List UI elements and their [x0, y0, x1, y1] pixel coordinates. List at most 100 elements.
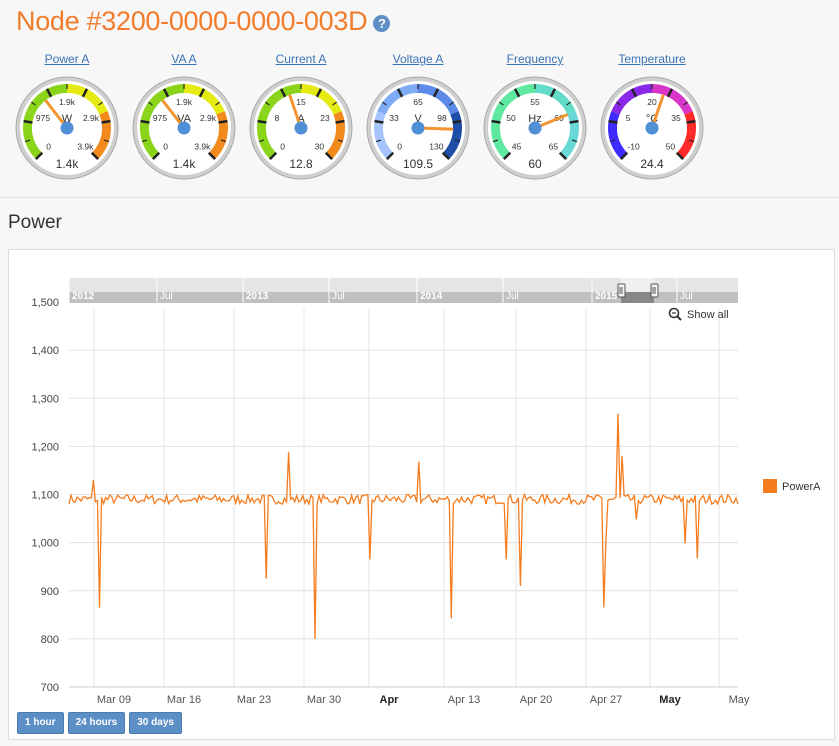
y-tick-label: 1,400	[31, 345, 59, 357]
x-tick-label: Mar 09	[97, 694, 131, 706]
gauge-4: Frequency4550556065Hz60	[483, 52, 587, 187]
gauge-tick-label: 3.9k	[194, 141, 211, 151]
gauge-tick-label: 50	[666, 141, 676, 151]
y-tick-label: 1,000	[31, 538, 59, 550]
gauge-tick-label: 975	[36, 113, 50, 123]
gauge-link[interactable]: Power A	[44, 52, 90, 66]
navigator-label: 2013	[246, 291, 269, 302]
gauge-hub	[294, 121, 308, 135]
gauge-value: 109.5	[403, 157, 433, 171]
gauge-link[interactable]: VA A	[171, 52, 197, 66]
navigator-label: Jul	[160, 291, 173, 302]
x-tick-label: Mar 30	[307, 694, 341, 706]
navigator-label: 2012	[72, 291, 95, 302]
gauge-link[interactable]: Current A	[275, 52, 327, 66]
x-tick-label: Apr 27	[590, 694, 622, 706]
gauge-dial: 0 33 65 98 130 V 109.5	[366, 76, 470, 180]
gauge-hub	[528, 121, 542, 135]
gauge-value: 60	[528, 157, 542, 171]
gauge-tick-label: 30	[315, 141, 325, 151]
gauge-link[interactable]: Voltage A	[392, 52, 444, 66]
gauge-band	[91, 111, 112, 160]
gauge-tick-label: 23	[320, 113, 330, 123]
gauge-band	[676, 111, 696, 160]
y-tick-label: 1,200	[31, 441, 59, 453]
gauge-band	[22, 111, 43, 160]
node-title: Node #3200-0000-0000-003D ?	[16, 6, 391, 37]
range-button-30-days[interactable]: 30 days	[129, 712, 182, 734]
gauge-band	[208, 111, 228, 160]
gauge-band	[301, 84, 342, 115]
gauge-band	[652, 84, 693, 115]
gauge-unit: W	[62, 113, 73, 125]
gauge-band	[559, 111, 579, 160]
gauge-band	[260, 84, 301, 115]
gauge-tick-label: 65	[413, 97, 423, 107]
time-range-buttons: 1 hour 24 hours 30 days	[17, 712, 182, 734]
gauge-band	[611, 84, 652, 115]
gauge-link[interactable]: Temperature	[618, 52, 686, 66]
navigator-label: 2014	[420, 291, 443, 302]
gauge-band	[26, 84, 67, 115]
gauge-hub	[177, 121, 191, 135]
power-chart[interactable]: 1,500 1,400 1,300 1,200 1,100 1,000 900 800 700 M…	[9, 250, 834, 739]
gauge-link[interactable]: Frequency	[506, 52, 564, 66]
gauge-tick-label: 2.9k	[200, 113, 217, 123]
navigator-label: 2015	[595, 291, 618, 302]
x-tick-label: May	[729, 694, 750, 706]
reset-zoom-button[interactable]: Show all	[668, 307, 729, 322]
gauge-unit: A	[297, 113, 305, 125]
gauge-tick-label: 1.9k	[59, 97, 76, 107]
gauge-tick-label: 0	[397, 141, 402, 151]
gauge-tick-label: 98	[437, 113, 447, 123]
power-chart-panel: 1,500 1,400 1,300 1,200 1,100 1,000 900 800 700 M…	[8, 249, 835, 740]
gauge-tick-label: 0	[163, 141, 168, 151]
help-icon[interactable]: ?	[373, 15, 391, 32]
gauge-band	[494, 84, 535, 115]
gauge-value: 24.4	[640, 157, 664, 171]
gauge-unit: V	[414, 113, 422, 125]
gauge-band	[608, 111, 628, 160]
section-title: Power	[8, 212, 62, 233]
y-tick-label: 900	[41, 586, 59, 598]
gauge-2: Current A 0 8 15 23 30 A 12.8	[249, 52, 353, 187]
y-tick-label: 1,300	[31, 393, 59, 405]
gauge-tick-label: 3.9k	[77, 141, 94, 151]
divider	[0, 197, 839, 198]
gauge-value: 1.4k	[173, 157, 197, 171]
legend-label: PowerA	[782, 481, 821, 493]
gauge-tick-label: 5	[626, 113, 631, 123]
x-tick-label: Apr	[380, 694, 400, 706]
gauge-hub	[645, 121, 659, 135]
legend[interactable]: PowerA	[763, 479, 821, 493]
gauge-tick-label: 65	[549, 141, 559, 151]
x-tick-label: Mar 23	[237, 694, 271, 706]
navigator-label: Jul	[506, 291, 519, 302]
gauge-band	[377, 84, 418, 115]
gauge-hub	[60, 121, 74, 135]
gauge-band	[325, 111, 345, 160]
gauge-band	[442, 111, 462, 160]
gauge-tick-label: 1.9k	[176, 97, 193, 107]
legend-swatch	[763, 479, 777, 493]
y-tick-label: 1,100	[31, 490, 59, 502]
x-tick-label: Apr 13	[448, 694, 480, 706]
zoom-icon	[668, 307, 680, 319]
gauge-band	[184, 84, 225, 115]
gauge-band	[491, 111, 511, 160]
gauge-tick-label: 35	[671, 113, 681, 123]
range-button-24-hours[interactable]: 24 hours	[67, 712, 126, 734]
y-tick-label: 1,500	[31, 297, 59, 309]
range-button-1-hour[interactable]: 1 hour	[17, 712, 64, 734]
gauge-1: VA A 0 975 1.9k 2.9k 3.9k VA 1.4k	[132, 52, 236, 187]
gauge-dial: 4550556065Hz60	[483, 76, 587, 180]
navigator-label: Jul	[680, 291, 693, 302]
gauge-band	[140, 111, 160, 160]
gauge-tick-label: 975	[153, 113, 167, 123]
show-all-label: Show all	[687, 309, 729, 321]
gauge-unit: Hz	[528, 113, 541, 125]
gauge-tick-label: 0	[46, 141, 51, 151]
y-tick-label: 700	[41, 682, 59, 694]
gauge-tick-label: 0	[280, 141, 285, 151]
